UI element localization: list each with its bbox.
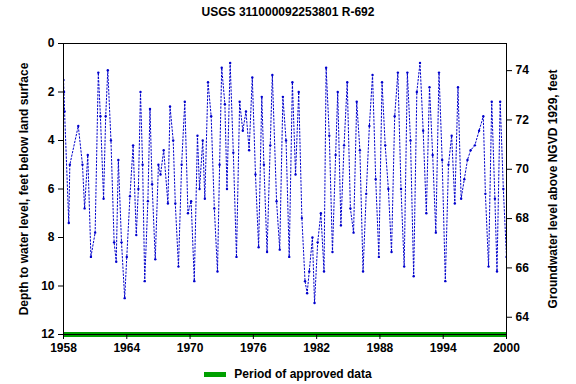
svg-text:10: 10 [41, 279, 55, 293]
html-text:Period of approved data: Period of approved data [234, 367, 372, 381]
svg-text:1988: 1988 [367, 341, 394, 355]
svg-text:8: 8 [48, 230, 55, 244]
html-text:USGS 311000092253801 R-692: USGS 311000092253801 R-692 [201, 5, 375, 19]
svg-text:1994: 1994 [430, 341, 457, 355]
svg-text:1976: 1976 [240, 341, 267, 355]
svg-text:Depth to water level, feet bel: Depth to water level, feet below land su… [17, 62, 31, 315]
svg-text:72: 72 [516, 113, 530, 127]
svg-text:2000: 2000 [493, 341, 520, 355]
svg-text:1958: 1958 [50, 341, 77, 355]
svg-text:68: 68 [516, 211, 530, 225]
svg-text:2: 2 [48, 85, 55, 99]
svg-text:12: 12 [41, 327, 55, 341]
svg-text:1970: 1970 [177, 341, 204, 355]
svg-text:1964: 1964 [113, 341, 140, 355]
svg-text:66: 66 [516, 261, 530, 275]
svg-text:4: 4 [48, 133, 55, 147]
svg-text:0: 0 [48, 36, 55, 50]
svg-text:70: 70 [516, 162, 530, 176]
svg-text:6: 6 [48, 182, 55, 196]
svg-text:74: 74 [516, 63, 530, 77]
svg-text:1982: 1982 [303, 341, 330, 355]
svg-text:64: 64 [516, 310, 530, 324]
svg-text:Groundwater level above NGVD 1: Groundwater level above NGVD 1929, feet [546, 70, 560, 309]
